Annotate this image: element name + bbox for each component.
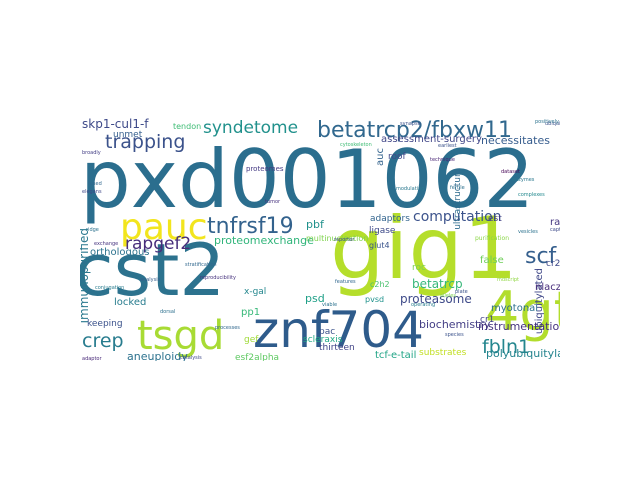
cloud-word: locked bbox=[114, 297, 147, 308]
cloud-word: plate bbox=[455, 289, 468, 295]
cloud-word: species bbox=[445, 332, 464, 338]
cloud-word: pp1 bbox=[241, 307, 261, 318]
cloud-word: glut4 bbox=[369, 241, 390, 250]
cloud-word: keeping bbox=[87, 319, 123, 329]
cloud-word: reporter bbox=[334, 237, 355, 243]
cloud-word: tumor bbox=[265, 199, 281, 205]
cloud-word: cst2 bbox=[80, 228, 226, 312]
cloud-word: proteomes bbox=[246, 165, 284, 173]
cloud-word: capture bbox=[550, 227, 560, 233]
cloud-word: positively bbox=[535, 119, 559, 125]
cloud-word: pac bbox=[319, 327, 336, 337]
cloud-word: technique bbox=[430, 157, 455, 163]
cloud-word: adaptors bbox=[370, 214, 410, 224]
cloud-word: pxd001062 bbox=[80, 133, 535, 226]
cloud-word: analysis bbox=[140, 277, 161, 283]
cloud-word: gef bbox=[244, 335, 259, 345]
cloud-word: complexes bbox=[518, 192, 545, 198]
cloud-word: 4gt bbox=[485, 280, 560, 343]
cloud-word: roc bbox=[412, 263, 426, 273]
cloud-word: multinucleation bbox=[306, 234, 369, 243]
cloud-word: reproducibility bbox=[200, 275, 236, 281]
cloud-word: proteomexchange bbox=[214, 234, 314, 247]
cloud-word: polyubiquitylated bbox=[486, 347, 560, 360]
cloud-word: auc bbox=[375, 148, 386, 166]
cloud-word: false bbox=[480, 255, 504, 266]
cloud-word: catalysis bbox=[180, 355, 202, 361]
cloud-word: cytoskeleton bbox=[340, 142, 372, 148]
cloud-word: nlacz bbox=[535, 282, 560, 293]
cloud-word: adaptor bbox=[82, 356, 102, 362]
cloud-word: trapping bbox=[105, 131, 186, 153]
cloud-word: x-gal bbox=[244, 287, 267, 297]
cloud-word: psd bbox=[305, 292, 325, 305]
cloud-word: earliest bbox=[438, 143, 457, 149]
cloud-word: thirteen bbox=[319, 343, 355, 353]
cloud-word: ultrastructure bbox=[453, 168, 463, 230]
cloud-word: stratification bbox=[185, 262, 217, 268]
cloud-word: elegans bbox=[82, 189, 102, 195]
cloud-word: assessment-surgery bbox=[381, 134, 482, 145]
cloud-word: vesicles bbox=[518, 229, 538, 235]
cloud-word: fertile bbox=[450, 185, 465, 191]
cloud-word: pvsd bbox=[365, 295, 385, 304]
cloud-word: betatrcp2/fbxw11 bbox=[317, 118, 512, 143]
cloud-word: ridge bbox=[86, 227, 99, 233]
cloud-word: scleraxis bbox=[303, 335, 343, 345]
cloud-word: modulating bbox=[396, 186, 425, 192]
cloud-word: tsgd bbox=[137, 313, 225, 359]
cloud-word: conjugation bbox=[95, 285, 125, 291]
cloud-word: aneuploidy bbox=[127, 350, 188, 361]
cloud-word: broadly bbox=[82, 150, 101, 156]
cloud-word: dataset bbox=[501, 169, 520, 175]
cloud-word: pauc bbox=[120, 207, 208, 248]
cloud-word: roof bbox=[388, 152, 406, 162]
cloud-word: znf704 bbox=[253, 301, 424, 359]
cloud-word: est bbox=[488, 214, 502, 224]
cloud-word: ligase bbox=[369, 226, 396, 236]
cloud-word: gig1 bbox=[330, 199, 518, 299]
cloud-word: processes bbox=[215, 325, 240, 331]
cloud-word: alleles bbox=[440, 293, 456, 299]
cloud-word: syndetome bbox=[203, 118, 299, 138]
cloud-word: synapse bbox=[400, 121, 421, 127]
cloud-word: fused bbox=[88, 181, 102, 187]
cloud-word: cr1 bbox=[480, 315, 495, 325]
cloud-word: unmet bbox=[113, 130, 143, 140]
cloud-word: crep bbox=[82, 330, 124, 352]
cloud-word: dorsal bbox=[160, 309, 176, 315]
cloud-word: tnfrsf19 bbox=[207, 214, 294, 239]
cloud-word: skp1-cul1-f bbox=[82, 118, 149, 131]
cloud-word: viable bbox=[322, 302, 338, 308]
cloud-word: cr2 bbox=[546, 259, 560, 269]
cloud-word: mdscript bbox=[497, 277, 519, 283]
cloud-word: rapgef2 bbox=[125, 234, 192, 254]
cloud-word: immunopurified bbox=[80, 228, 91, 324]
cloud-word: instrumentation bbox=[478, 320, 560, 333]
cloud-word: myotonal bbox=[491, 303, 539, 314]
cloud-word: scf bbox=[525, 244, 557, 269]
cloud-word: tcf-e-tail bbox=[375, 350, 417, 361]
cloud-word: purification bbox=[475, 235, 509, 242]
cloud-word: fbln1 bbox=[482, 336, 531, 358]
cloud-word: biochemistry bbox=[419, 318, 491, 331]
cloud-word: rap1 bbox=[550, 217, 560, 228]
cloud-word: orthologous bbox=[90, 247, 150, 258]
cloud-word: enzymes bbox=[512, 177, 535, 183]
cloud-word: pbf bbox=[306, 218, 324, 231]
cloud-word: proteasome bbox=[400, 292, 472, 306]
cloud-word: exchange bbox=[94, 241, 119, 247]
cloud-word: betatrcp bbox=[412, 277, 463, 291]
cloud-word: c2h2 bbox=[370, 280, 390, 289]
cloud-word: ubiquitin bbox=[545, 121, 560, 127]
cloud-word: tendon bbox=[173, 122, 202, 131]
cloud-word: necessitates bbox=[481, 134, 550, 147]
cloud-word: computation bbox=[413, 209, 502, 225]
cloud-word: operating bbox=[411, 302, 436, 308]
cloud-word: esf2alpha bbox=[235, 353, 280, 362]
word-cloud: pxd001062 gig1 cst2 znf704 4gt tsgd pauc… bbox=[80, 118, 560, 361]
cloud-word: substrates bbox=[419, 348, 467, 358]
cloud-word: features bbox=[335, 279, 356, 285]
